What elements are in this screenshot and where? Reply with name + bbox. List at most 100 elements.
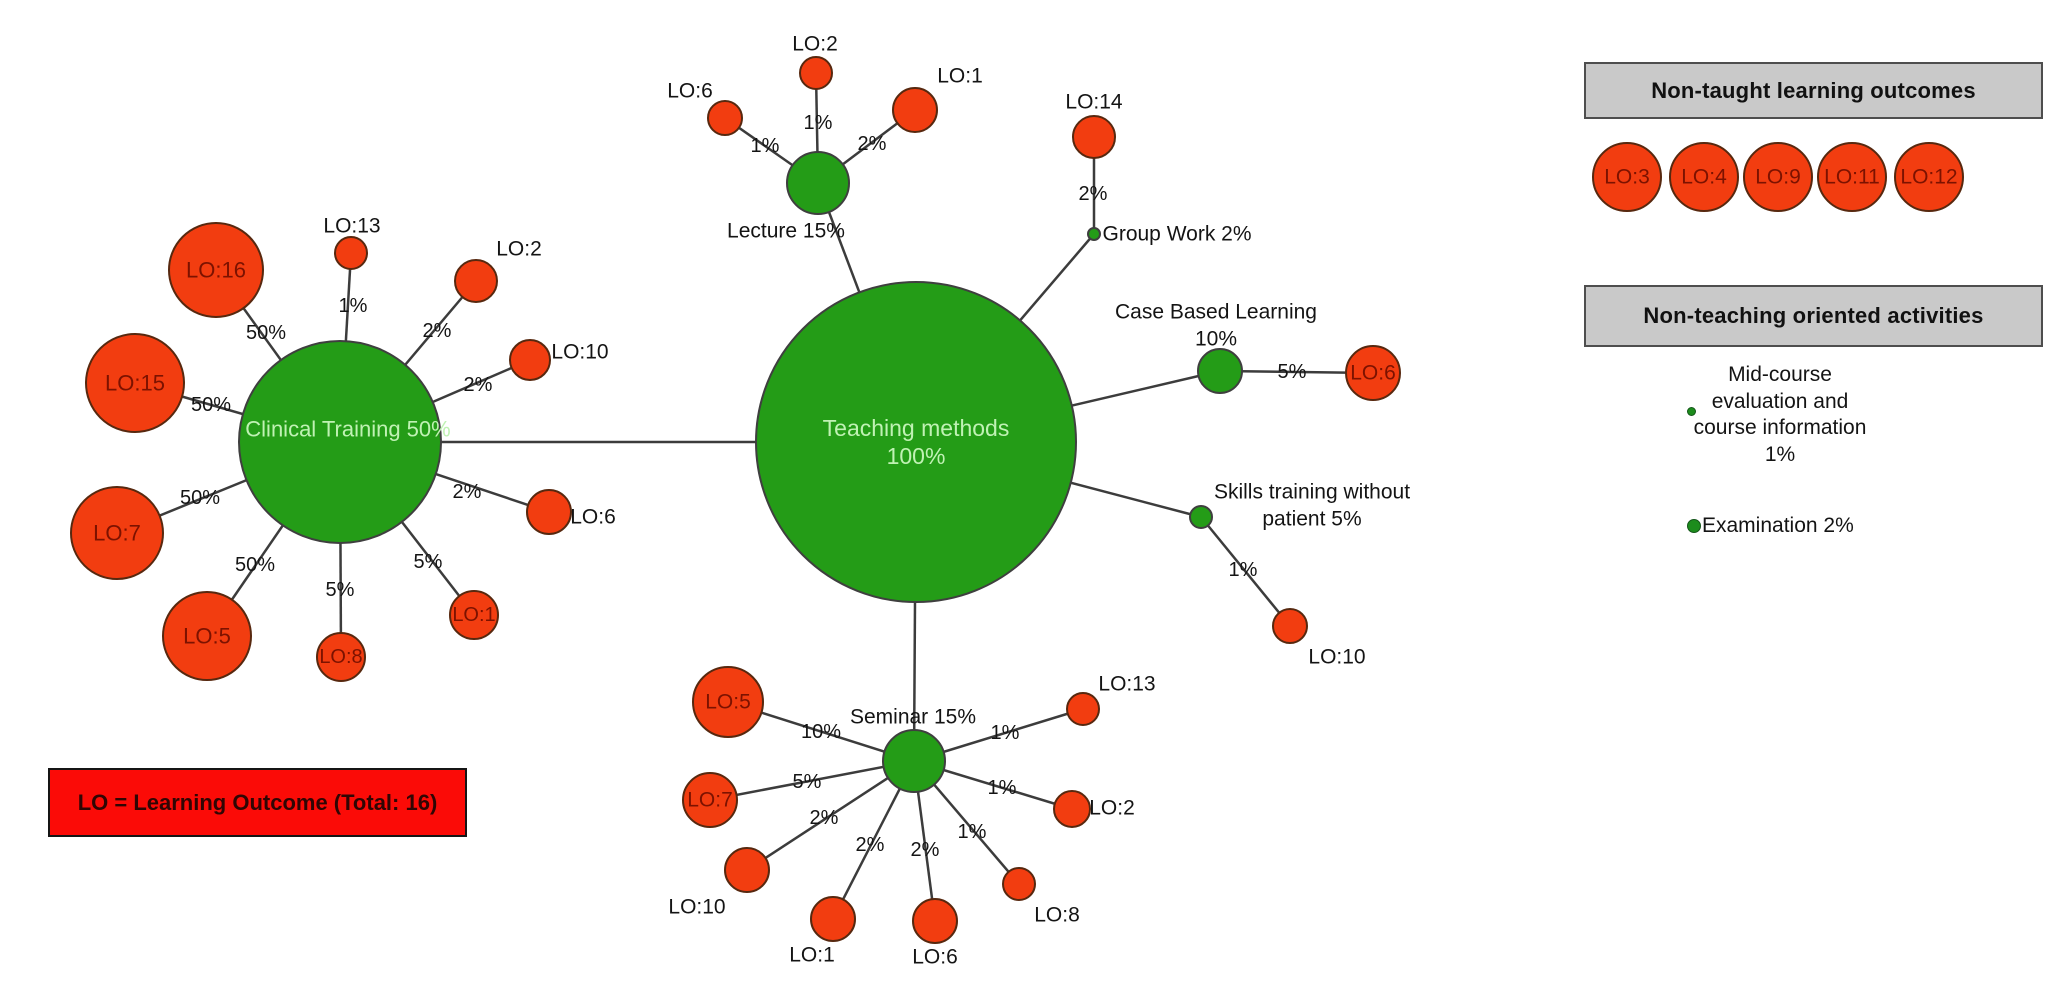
node-groupwork <box>1087 227 1101 241</box>
node-c8 <box>316 632 366 682</box>
label-c6: LO:6 <box>570 506 616 529</box>
edge-label-seminar-s7: 5% <box>793 771 822 793</box>
edge-label-clinical-c16: 50% <box>246 322 286 344</box>
node-s8 <box>1002 867 1036 901</box>
edge-label-lecture-le2: 1% <box>804 112 833 134</box>
node-nt11 <box>1817 142 1887 212</box>
label-skills-1: patient 5% <box>1262 507 1361 530</box>
label-nt4: LO:4 <box>1681 166 1727 189</box>
node-c6 <box>526 489 572 535</box>
node-c10 <box>509 339 551 381</box>
label-c1: LO:1 <box>452 604 495 626</box>
label-skills-0: Skills training without <box>1214 481 1410 504</box>
non-teaching-header-label: Non-teaching oriented activities <box>1643 303 1984 328</box>
node-c13 <box>334 236 368 270</box>
node-clinical <box>238 340 442 544</box>
mid-course-line-4: 1% <box>1764 442 1796 466</box>
label-teaching-0: Teaching methods <box>823 415 1010 441</box>
node-c16 <box>168 222 264 318</box>
label-cb6: LO:6 <box>1350 362 1396 385</box>
mid-course-dot-icon <box>1687 407 1696 416</box>
node-c5 <box>162 591 252 681</box>
node-c1 <box>449 590 499 640</box>
node-s1 <box>810 896 856 942</box>
edge-label-skills-sk10: 1% <box>1229 559 1258 581</box>
label-c13: LO:13 <box>323 215 380 238</box>
non-taught-header: Non-taught learning outcomes <box>1584 62 2043 119</box>
label-c2: LO:2 <box>496 238 542 261</box>
edge-label-clinical-c13: 1% <box>339 295 368 317</box>
label-le2: LO:2 <box>792 33 838 56</box>
label-s1: LO:1 <box>789 944 835 967</box>
edge-label-clinical-c5: 50% <box>235 554 275 576</box>
label-seminar: Seminar 15% <box>850 706 976 729</box>
mid-course-item: Mid-course evaluation and course informa… <box>1655 362 1905 468</box>
node-le1 <box>892 87 938 133</box>
edge-label-groupwork-g14: 2% <box>1079 183 1108 205</box>
node-cb6 <box>1345 345 1401 401</box>
edge-label-clinical-c10: 2% <box>464 374 493 396</box>
label-nt11: LO:11 <box>1824 166 1880 189</box>
edge-label-seminar-s6: 2% <box>911 839 940 861</box>
node-le6 <box>707 100 743 136</box>
label-s13: LO:13 <box>1098 673 1155 696</box>
label-le1: LO:1 <box>937 65 983 88</box>
mid-course-line-2: evaluation and <box>1711 389 1849 413</box>
node-s5 <box>692 666 764 738</box>
label-c10: LO:10 <box>551 341 608 364</box>
node-s7 <box>682 772 738 828</box>
edge-label-seminar-s1: 2% <box>856 834 885 856</box>
node-g14 <box>1072 115 1116 159</box>
label-nt12: LO:12 <box>1900 166 1957 189</box>
node-c7 <box>70 486 164 580</box>
label-c5: LO:5 <box>183 624 231 649</box>
node-s6 <box>912 898 958 944</box>
node-nt12 <box>1894 142 1964 212</box>
edge-label-clinical-c8: 5% <box>326 579 355 601</box>
label-c15: LO:15 <box>105 371 165 396</box>
edge-label-clinical-c7: 50% <box>180 487 220 509</box>
edge-label-lecture-le1: 2% <box>858 133 887 155</box>
edge-label-seminar-s13: 1% <box>991 722 1020 744</box>
mid-course-line-1: Mid-course <box>1728 363 1832 386</box>
label-clinical: Clinical Training 50% <box>245 417 450 442</box>
edge-label-clinical-c2: 2% <box>423 320 452 342</box>
label-nt3: LO:3 <box>1604 166 1650 189</box>
node-cbl <box>1197 348 1243 394</box>
node-nt9 <box>1743 142 1813 212</box>
label-c7: LO:7 <box>93 521 141 546</box>
label-teaching-1: 100% <box>887 443 946 469</box>
label-s2: LO:2 <box>1089 797 1135 820</box>
node-skills <box>1189 505 1213 529</box>
label-groupwork: Group Work 2% <box>1103 223 1252 246</box>
label-cbl-1: 10% <box>1195 327 1237 350</box>
node-sk10 <box>1272 608 1308 644</box>
node-le2 <box>799 56 833 90</box>
label-s10: LO:10 <box>668 896 725 919</box>
label-s7: LO:7 <box>687 789 733 812</box>
examination-dot-icon <box>1687 519 1701 533</box>
edge-label-seminar-s8: 1% <box>958 821 987 843</box>
label-lecture: Lecture 15% <box>727 220 845 243</box>
edge-label-clinical-c1: 5% <box>414 551 443 573</box>
node-lecture <box>786 151 850 215</box>
label-nt9: LO:9 <box>1755 166 1801 189</box>
label-c16: LO:16 <box>186 258 246 283</box>
edge-label-clinical-c15: 50% <box>191 394 231 416</box>
label-s6: LO:6 <box>912 946 958 969</box>
non-teaching-header: Non-teaching oriented activities <box>1584 285 2043 347</box>
examination-item: Examination 2% <box>1687 514 1854 538</box>
edge-label-clinical-c6: 2% <box>453 481 482 503</box>
node-c2 <box>454 259 498 303</box>
label-g14: LO:14 <box>1065 91 1123 114</box>
node-c15 <box>85 333 185 433</box>
edge-label-seminar-s10: 2% <box>810 807 839 829</box>
label-cbl-0: Case Based Learning <box>1115 301 1317 324</box>
legend-box: LO = Learning Outcome (Total: 16) <box>48 768 467 837</box>
label-sk10: LO:10 <box>1308 646 1365 669</box>
node-s2 <box>1053 790 1091 828</box>
legend-label: LO = Learning Outcome (Total: 16) <box>77 789 438 815</box>
label-le6: LO:6 <box>667 80 713 103</box>
edge-label-cbl-cb6: 5% <box>1278 361 1307 383</box>
